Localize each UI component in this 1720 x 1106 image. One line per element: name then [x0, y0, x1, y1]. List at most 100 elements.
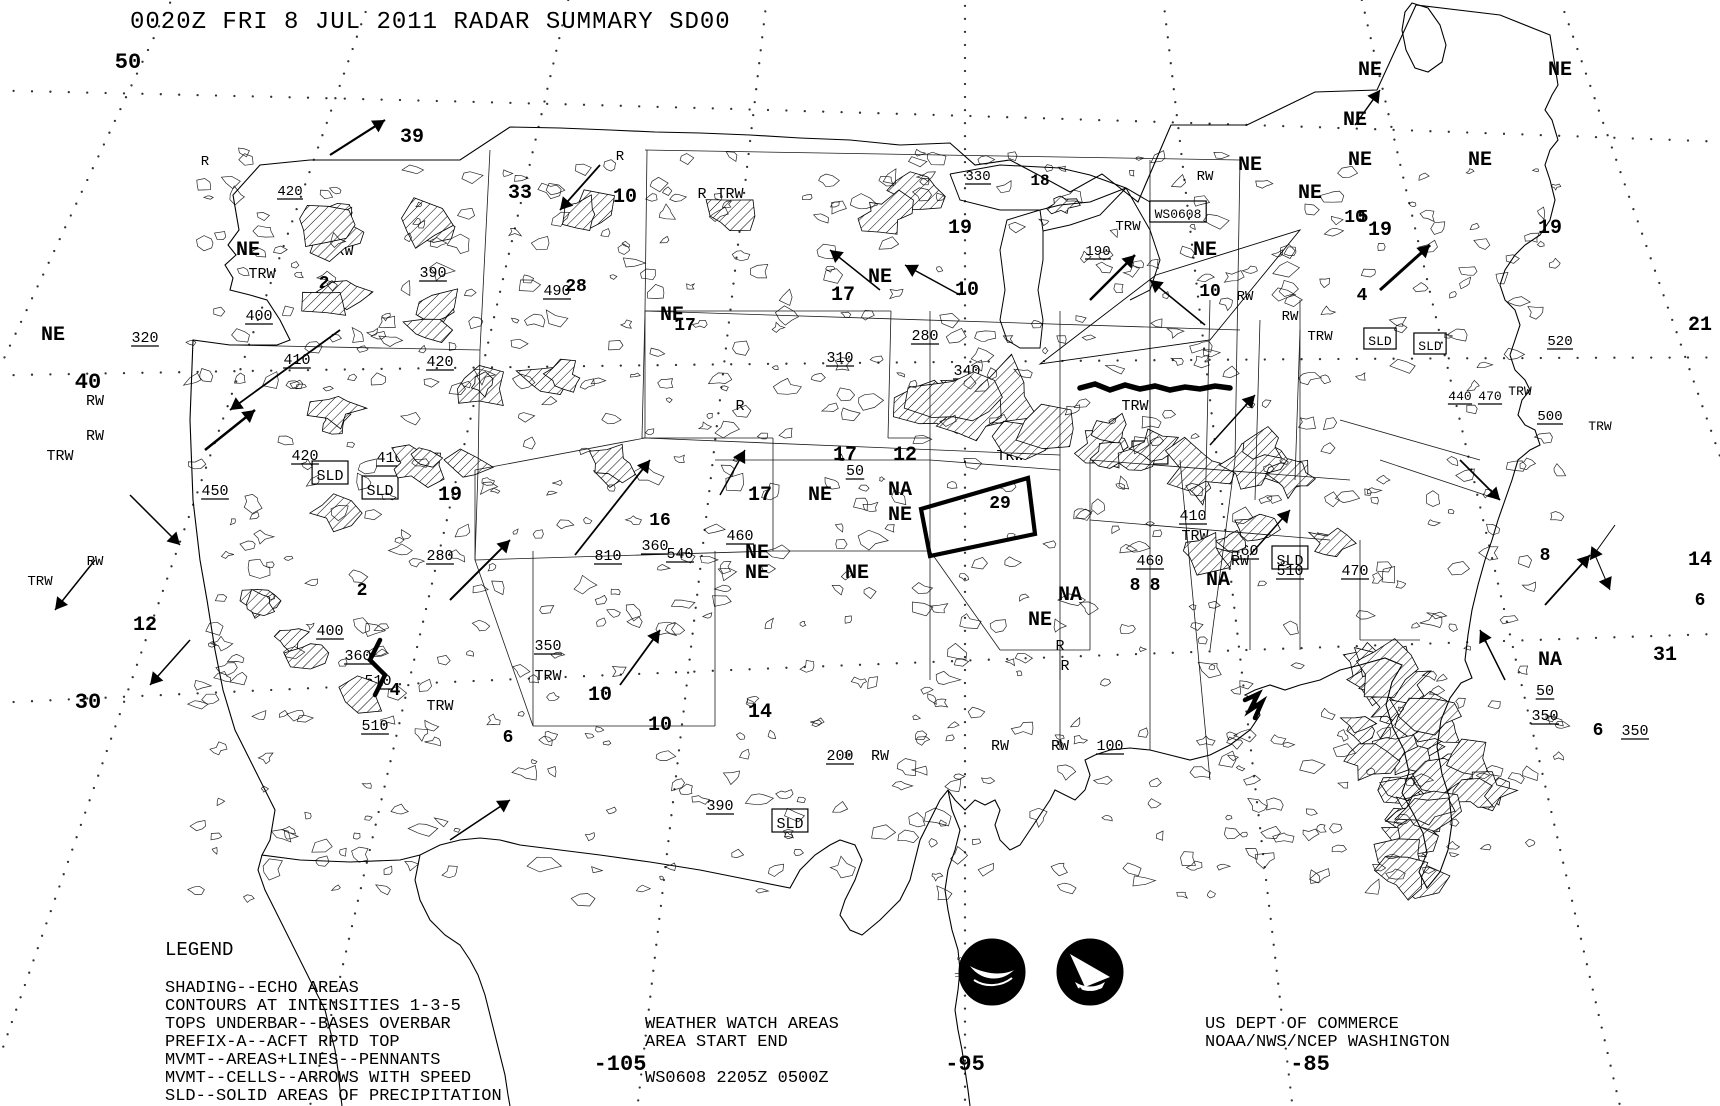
- svg-text:TRW: TRW: [1121, 398, 1148, 415]
- svg-text:28: 28: [565, 277, 587, 297]
- svg-text:10: 10: [1344, 208, 1366, 228]
- svg-text:350: 350: [1621, 723, 1648, 740]
- svg-text:TRW: TRW: [1307, 329, 1333, 345]
- svg-text:520: 520: [1547, 334, 1572, 350]
- svg-text:WS0608: WS0608: [1155, 207, 1202, 222]
- svg-text:12: 12: [893, 444, 917, 467]
- svg-text:NE: NE: [1348, 149, 1372, 172]
- svg-text:6: 6: [1593, 721, 1604, 741]
- svg-text:MVMT--CELLS--ARROWS WITH SPEED: MVMT--CELLS--ARROWS WITH SPEED: [165, 1069, 471, 1088]
- svg-text:RW: RW: [86, 428, 104, 445]
- svg-text:330: 330: [965, 169, 990, 185]
- svg-text:WEATHER WATCH AREAS: WEATHER WATCH AREAS: [645, 1015, 839, 1034]
- svg-text:R: R: [616, 149, 625, 165]
- svg-text:NE: NE: [845, 562, 869, 585]
- svg-text:TOPS UNDERBAR--BASES OVERBAR: TOPS UNDERBAR--BASES OVERBAR: [165, 1015, 451, 1034]
- svg-text:12: 12: [133, 614, 157, 637]
- svg-text:NE: NE: [1468, 149, 1492, 172]
- svg-text:NE: NE: [41, 324, 65, 347]
- svg-text:NA: NA: [888, 479, 912, 502]
- svg-text:R: R: [201, 154, 210, 170]
- svg-text:510: 510: [361, 718, 388, 735]
- svg-text:30: 30: [75, 690, 101, 715]
- svg-text:NA: NA: [1538, 649, 1562, 672]
- svg-text:29: 29: [989, 494, 1011, 514]
- svg-text:RW: RW: [1231, 553, 1249, 570]
- svg-text:SLD: SLD: [1418, 339, 1442, 354]
- svg-text:10: 10: [588, 684, 612, 707]
- svg-text:0020Z FRI 8 JUL 2011 RADAR SU: 0020Z FRI 8 JUL 2011 RADAR SUMMARY SD00: [130, 9, 731, 36]
- svg-text:NE: NE: [868, 266, 892, 289]
- svg-text:NE: NE: [1548, 59, 1572, 82]
- svg-text:US DEPT OF COMMERCE: US DEPT OF COMMERCE: [1205, 1015, 1399, 1034]
- svg-text:450: 450: [201, 483, 228, 500]
- svg-text:33: 33: [508, 182, 532, 205]
- svg-text:21: 21: [1688, 314, 1712, 337]
- svg-text:16: 16: [649, 511, 671, 531]
- svg-text:CONTOURS AT INTENSITIES 1-3-5: CONTOURS AT INTENSITIES 1-3-5: [165, 997, 461, 1016]
- svg-text:NOAA/NWS/NCEP WASHINGTON: NOAA/NWS/NCEP WASHINGTON: [1205, 1033, 1450, 1052]
- svg-text:10: 10: [648, 714, 672, 737]
- svg-text:TRW: TRW: [1115, 219, 1141, 235]
- svg-text:100: 100: [1096, 738, 1123, 755]
- svg-text:8: 8: [1150, 576, 1161, 596]
- svg-text:TRW: TRW: [248, 266, 275, 283]
- svg-text:50: 50: [115, 50, 141, 75]
- svg-text:420: 420: [277, 184, 302, 200]
- svg-text:50: 50: [846, 463, 864, 480]
- svg-text:17: 17: [674, 316, 696, 336]
- svg-text:19: 19: [1368, 219, 1392, 242]
- svg-text:360: 360: [344, 648, 371, 665]
- svg-text:39: 39: [400, 126, 424, 149]
- svg-text:NE: NE: [1358, 59, 1382, 82]
- svg-text:14: 14: [748, 701, 772, 724]
- svg-text:-105: -105: [594, 1052, 647, 1077]
- svg-text:SLD: SLD: [776, 816, 803, 833]
- svg-text:R: R: [697, 186, 706, 203]
- svg-text:SLD--SOLID AREAS OF PRECIPITAT: SLD--SOLID AREAS OF PRECIPITATION: [165, 1087, 502, 1106]
- svg-text:320: 320: [131, 330, 158, 347]
- svg-text:17: 17: [831, 284, 855, 307]
- svg-text:TRW: TRW: [1588, 419, 1612, 434]
- svg-text:NE: NE: [1193, 239, 1217, 262]
- svg-text:NE: NE: [236, 239, 260, 262]
- svg-text:14: 14: [1688, 549, 1712, 572]
- svg-text:440: 440: [1448, 389, 1471, 404]
- svg-text:6: 6: [503, 728, 514, 748]
- svg-text:TRW: TRW: [46, 448, 73, 465]
- svg-text:31: 31: [1653, 644, 1677, 667]
- svg-text:RW: RW: [871, 748, 889, 765]
- svg-text:19: 19: [948, 217, 972, 240]
- svg-text:40: 40: [75, 370, 101, 395]
- svg-text:400: 400: [245, 308, 272, 325]
- svg-text:400: 400: [316, 623, 343, 640]
- svg-text:LEGEND: LEGEND: [165, 939, 233, 961]
- svg-text:390: 390: [419, 265, 446, 282]
- svg-text:470: 470: [1341, 563, 1368, 580]
- svg-text:NE: NE: [1238, 154, 1262, 177]
- svg-text:190: 190: [1085, 244, 1110, 260]
- svg-text:8: 8: [1540, 546, 1551, 566]
- svg-text:TRW: TRW: [426, 698, 453, 715]
- svg-text:NE: NE: [1028, 609, 1052, 632]
- svg-text:280: 280: [426, 548, 453, 565]
- svg-text:RW: RW: [991, 738, 1009, 755]
- svg-text:RW: RW: [1197, 169, 1214, 185]
- svg-text:10: 10: [955, 279, 979, 302]
- svg-text:50: 50: [1536, 683, 1554, 700]
- svg-text:WS0608 2205Z 0500Z: WS0608 2205Z 0500Z: [645, 1069, 829, 1088]
- svg-text:TRW: TRW: [27, 574, 53, 590]
- svg-text:410: 410: [1179, 508, 1206, 525]
- svg-text:U: U: [954, 972, 961, 977]
- svg-text:AREA START END: AREA START END: [645, 1033, 788, 1052]
- svg-text:MVMT--AREAS+LINES--PENNANTS: MVMT--AREAS+LINES--PENNANTS: [165, 1051, 440, 1070]
- svg-text:4: 4: [1357, 286, 1368, 306]
- svg-text:RW: RW: [86, 393, 104, 410]
- svg-text:10: 10: [1199, 282, 1221, 302]
- svg-text:SLD: SLD: [1368, 334, 1392, 349]
- svg-text:510: 510: [1276, 563, 1303, 580]
- svg-text:420: 420: [426, 354, 453, 371]
- svg-text:NE: NE: [888, 504, 912, 527]
- svg-text:19: 19: [438, 484, 462, 507]
- svg-text:280: 280: [911, 328, 938, 345]
